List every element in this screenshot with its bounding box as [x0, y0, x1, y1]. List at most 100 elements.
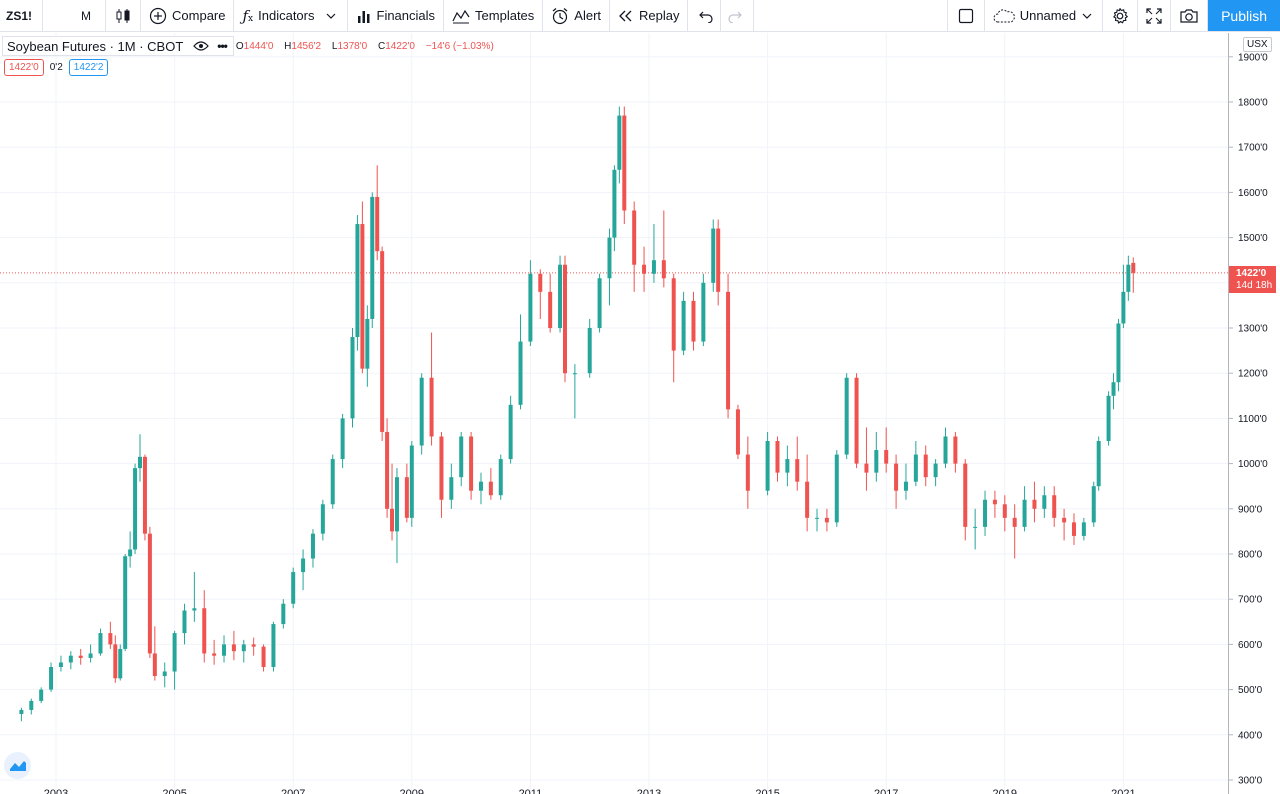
candle[interactable] [572, 364, 577, 419]
candle[interactable] [78, 648, 83, 665]
candle[interactable] [1052, 486, 1057, 527]
candle[interactable] [360, 201, 365, 374]
candle[interactable] [147, 526, 152, 658]
fullscreen-layout-button[interactable] [946, 0, 985, 31]
candle[interactable] [1111, 373, 1116, 410]
candle[interactable] [933, 459, 938, 487]
indicators-button[interactable]: ƒx Indicators [234, 0, 348, 31]
candle[interactable] [963, 459, 968, 541]
candle[interactable] [795, 436, 800, 491]
candle[interactable] [884, 427, 889, 473]
candle[interactable] [98, 628, 103, 656]
legend-title-box[interactable]: Soybean Futures · 1M · CBOT ••• [2, 36, 234, 56]
candle[interactable] [1062, 508, 1067, 541]
candle[interactable] [291, 567, 296, 609]
layout-menu-button[interactable]: Unnamed [985, 0, 1104, 31]
candle[interactable] [320, 499, 325, 541]
candle[interactable] [409, 441, 414, 527]
candle[interactable] [874, 431, 879, 482]
candle[interactable] [88, 644, 93, 663]
candle[interactable] [19, 707, 24, 722]
candle[interactable] [1042, 486, 1047, 518]
candle[interactable] [301, 549, 306, 591]
candle[interactable] [231, 630, 236, 661]
financials-button[interactable]: Financials [348, 0, 445, 31]
candle[interactable] [1002, 495, 1007, 532]
replay-button[interactable]: Replay [610, 0, 689, 31]
candle[interactable] [182, 603, 187, 645]
candle[interactable] [612, 165, 617, 252]
candle[interactable] [469, 431, 474, 500]
candle[interactable] [953, 431, 958, 473]
candle[interactable] [508, 395, 513, 464]
candle[interactable] [854, 373, 859, 469]
candle[interactable] [459, 431, 464, 487]
candle[interactable] [923, 445, 928, 487]
candle[interactable] [340, 413, 345, 469]
candle[interactable] [1131, 257, 1136, 293]
candle[interactable] [488, 468, 493, 500]
candle[interactable] [943, 427, 948, 469]
candle[interactable] [350, 328, 355, 428]
candle[interactable] [49, 662, 54, 692]
candle[interactable] [671, 273, 676, 383]
candle[interactable] [1081, 517, 1086, 541]
candle[interactable] [973, 508, 978, 550]
alert-button[interactable]: Alert [543, 0, 611, 31]
candle[interactable] [380, 246, 385, 441]
candle[interactable] [370, 192, 375, 328]
candle[interactable] [844, 373, 849, 460]
candle[interactable] [632, 201, 637, 292]
candle[interactable] [390, 463, 395, 541]
eye-icon[interactable] [193, 40, 210, 52]
candle[interactable] [1096, 436, 1101, 491]
compare-button[interactable]: Compare [141, 0, 235, 31]
candle[interactable] [587, 318, 592, 378]
candle[interactable] [548, 273, 553, 333]
candle[interactable] [222, 635, 227, 663]
candle[interactable] [404, 463, 409, 523]
ask-price-tag[interactable]: 1422'2 [68, 59, 109, 76]
undo-button[interactable] [688, 0, 722, 31]
candle[interactable] [701, 273, 706, 347]
candle[interactable] [785, 445, 790, 487]
redo-button[interactable] [721, 0, 755, 31]
candle[interactable] [108, 621, 113, 649]
candle[interactable] [478, 472, 483, 505]
candle[interactable] [375, 165, 380, 261]
candle[interactable] [765, 431, 770, 496]
candle[interactable] [518, 314, 523, 410]
candle[interactable] [735, 404, 740, 460]
candle[interactable] [394, 468, 399, 564]
candle[interactable] [133, 463, 138, 554]
candle[interactable] [39, 687, 44, 704]
candle[interactable] [913, 441, 918, 487]
maximize-button[interactable] [1138, 0, 1172, 31]
candle[interactable] [661, 210, 666, 288]
candle[interactable] [1022, 486, 1027, 532]
candle[interactable] [711, 219, 716, 292]
candle[interactable] [1126, 255, 1131, 301]
candle[interactable] [241, 639, 246, 663]
candle[interactable] [726, 273, 731, 419]
candle[interactable] [29, 698, 34, 715]
snapshot-button[interactable] [1171, 0, 1209, 31]
candle[interactable] [1121, 264, 1126, 328]
candle[interactable] [138, 434, 143, 482]
candle[interactable] [597, 273, 602, 333]
candle[interactable] [775, 436, 780, 482]
candle[interactable] [1012, 504, 1017, 559]
candle[interactable] [992, 490, 997, 518]
candle[interactable] [162, 662, 167, 688]
candle[interactable] [251, 637, 256, 656]
candle[interactable] [439, 431, 444, 518]
candle[interactable] [142, 454, 147, 541]
candle[interactable] [128, 531, 133, 568]
tradingview-logo-button[interactable] [4, 752, 31, 779]
candle[interactable] [192, 572, 197, 622]
publish-button[interactable]: Publish [1208, 0, 1280, 31]
candle[interactable] [983, 490, 988, 536]
candle[interactable] [212, 639, 217, 665]
candle[interactable] [1091, 481, 1096, 527]
candle[interactable] [805, 454, 810, 532]
